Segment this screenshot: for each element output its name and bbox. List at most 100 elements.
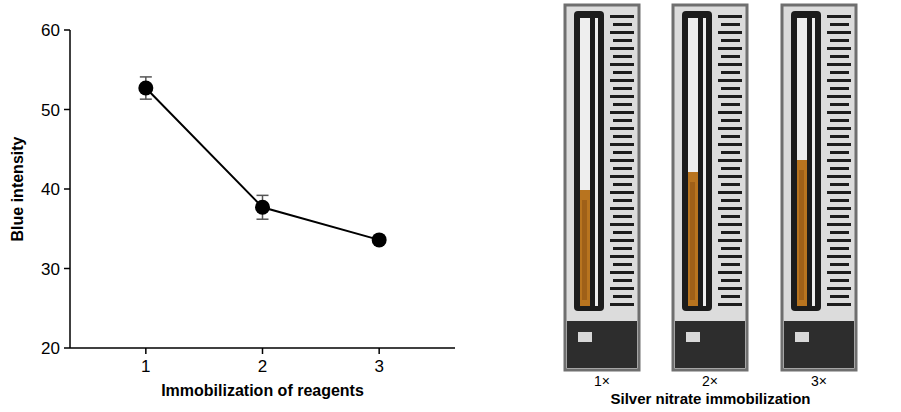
scale-dash	[613, 151, 632, 154]
scale-dash	[610, 47, 634, 50]
scale-dash	[830, 23, 849, 26]
scale-dash	[610, 207, 634, 210]
photo-base	[675, 321, 745, 368]
scale-dash	[610, 223, 634, 226]
scale-dash	[830, 167, 849, 170]
scale-dash	[718, 127, 742, 130]
scale-dash	[830, 263, 849, 266]
scale-dash	[830, 87, 849, 90]
scale-dash	[718, 175, 742, 178]
scale-dash	[718, 15, 742, 18]
scale-dash	[827, 95, 851, 98]
tube-divider	[807, 18, 812, 306]
scale-dash	[827, 143, 851, 146]
scale-dash	[830, 279, 849, 282]
scale-dash	[827, 287, 851, 290]
scale-dash	[610, 95, 634, 98]
scale-dash	[827, 271, 851, 274]
photo-base	[567, 321, 637, 368]
y-tick	[64, 109, 70, 111]
scale-dash	[610, 15, 634, 18]
scale-dash	[827, 239, 851, 242]
scale-dash	[721, 247, 740, 250]
scale-dash	[721, 39, 740, 42]
y-tick	[64, 188, 70, 190]
scale-dash	[613, 231, 632, 234]
y-tick-label: 60	[41, 21, 60, 40]
scale-dash	[613, 23, 632, 26]
y-tick	[64, 29, 70, 31]
scale-dash	[830, 183, 849, 186]
scale-dash	[827, 223, 851, 226]
y-tick-label: 50	[41, 101, 60, 120]
scale-dash	[830, 215, 849, 218]
scale-dash	[830, 295, 849, 298]
scale-dash	[718, 271, 742, 274]
scale-dash	[610, 111, 634, 114]
tube-fill-shade	[582, 200, 587, 300]
photo-window	[795, 332, 809, 342]
scale-dash	[718, 207, 742, 210]
scale-dash	[827, 111, 851, 114]
scale-dash	[827, 31, 851, 34]
tube-channel	[580, 18, 598, 306]
y-tick-label: 40	[41, 180, 60, 199]
photo-label: 2×	[702, 373, 718, 389]
scale-dash	[721, 135, 740, 138]
scale-dash	[718, 95, 742, 98]
scale-dash	[613, 263, 632, 266]
scale-dash	[718, 47, 742, 50]
scale-dash	[613, 39, 632, 42]
scale-dash	[613, 55, 632, 58]
scale-dash	[830, 39, 849, 42]
scale-dash	[613, 167, 632, 170]
chart-canvas: 2030405060123Immobilization of reagentsB…	[0, 0, 901, 412]
y-tick	[64, 347, 70, 349]
scale-dash	[721, 279, 740, 282]
scale-dash	[613, 135, 632, 138]
scale-dash	[718, 63, 742, 66]
scale-dash	[718, 111, 742, 114]
scale-dash	[613, 247, 632, 250]
scale-dash	[613, 199, 632, 202]
scale-dash	[721, 183, 740, 186]
x-tick-label: 1	[141, 357, 150, 376]
photo-window	[686, 332, 700, 342]
scale-dash	[610, 63, 634, 66]
photo-frame	[565, 5, 639, 370]
photo-title: Silver nitrate immobilization	[610, 390, 810, 407]
scale-dash	[721, 71, 740, 74]
scale-dash	[613, 279, 632, 282]
scale-dash	[830, 71, 849, 74]
scale-dash	[830, 119, 849, 122]
tube-fill-shade	[799, 170, 804, 300]
error-cap	[140, 76, 152, 78]
scale-dash	[610, 287, 634, 290]
scale-dash	[610, 255, 634, 258]
scale-dash	[610, 303, 634, 306]
scale-dash	[718, 223, 742, 226]
scale-dash	[610, 175, 634, 178]
data-point	[372, 232, 387, 247]
scale-dash	[827, 207, 851, 210]
scale-dash	[610, 239, 634, 242]
scale-dash	[718, 31, 742, 34]
scale-dash	[721, 231, 740, 234]
photo-label: 3×	[811, 373, 827, 389]
scale-dash	[721, 295, 740, 298]
scale-dash	[721, 55, 740, 58]
tube-outer	[682, 11, 712, 311]
scale-dash	[721, 87, 740, 90]
photo-frame	[782, 5, 856, 370]
photo	[565, 5, 639, 370]
x-tick-label: 2	[258, 357, 267, 376]
scale-dash	[718, 239, 742, 242]
scale-dash	[827, 127, 851, 130]
photo	[673, 5, 747, 370]
data-line	[146, 88, 379, 240]
data-point	[138, 81, 153, 96]
scale-dash	[830, 103, 849, 106]
scale-dash	[613, 119, 632, 122]
scale-dash	[721, 151, 740, 154]
photo-label: 1×	[594, 373, 610, 389]
